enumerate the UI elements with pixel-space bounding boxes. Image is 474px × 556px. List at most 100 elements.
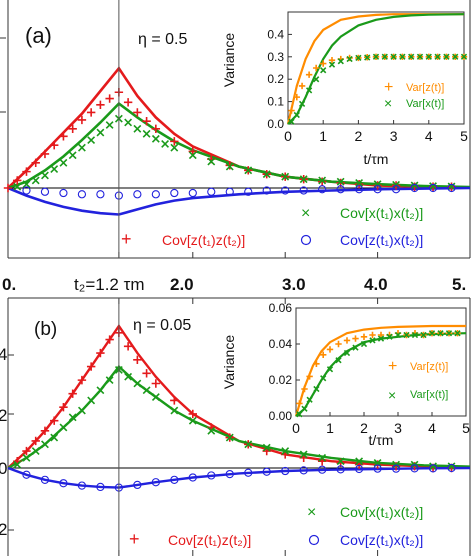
data-point: [399, 53, 406, 60]
data-point: [428, 330, 436, 337]
data-point: [142, 369, 151, 378]
data-point: [188, 473, 197, 482]
data-point: [369, 331, 376, 339]
inset-x-tick-label: 3: [394, 420, 402, 436]
data-point: [354, 464, 364, 474]
data-point: [460, 53, 468, 60]
data-point: [87, 136, 96, 145]
inset-x-tick-label: 1: [319, 128, 327, 144]
data-point: [429, 182, 437, 191]
data-point: [262, 467, 271, 476]
data-point: [288, 107, 295, 114]
data-point: [207, 426, 216, 435]
data-point: [161, 139, 170, 148]
data-point: [22, 167, 31, 176]
data-point: [369, 337, 376, 344]
data-point: [381, 53, 388, 60]
panel-b-label: (b): [34, 319, 57, 340]
data-point: [170, 188, 179, 198]
data-point: [77, 190, 87, 199]
data-point: [170, 396, 179, 405]
data-point: [420, 331, 427, 339]
data-point: [281, 172, 290, 181]
inset-b-xlabel: t/τm: [369, 432, 394, 448]
data-point: [59, 188, 68, 198]
data-point: [68, 151, 77, 160]
data-point: [305, 87, 313, 94]
data-point: [40, 149, 50, 159]
data-point: [377, 335, 385, 342]
data-point: [188, 151, 197, 160]
data-point: [50, 140, 59, 150]
data-point: [293, 111, 300, 119]
data-point: [13, 182, 22, 191]
panel-b-legend: × Cov[x(t₁)x(t₂)] + Cov[z(t₁)z(t₂)] Cov[…: [129, 504, 423, 549]
data-point: [335, 357, 342, 364]
data-point: [244, 166, 253, 175]
panel-b-inset: 0 1 2 3 4 5 0.00 0.02 0.04 0.06 Variance t/τm + V…: [221, 301, 470, 448]
data-point: [170, 143, 179, 152]
data-point: [151, 379, 161, 388]
data-point: [429, 462, 437, 471]
panel-b-y-tick-label: 0: [0, 459, 7, 478]
data-point: [262, 186, 271, 195]
inset-x-tick-label: 1: [326, 420, 334, 436]
data-point: [133, 190, 142, 199]
inset-a-legend-var-z-marker-icon: +: [384, 79, 393, 96]
data-point: [22, 186, 31, 195]
data-point: [170, 137, 179, 146]
data-point: [301, 405, 308, 412]
data-point: [105, 121, 114, 129]
data-point: [105, 335, 114, 344]
inset-y-tick-label: 0.2: [267, 72, 284, 86]
legend-b-cov-zx-label: Cov[z(t₁)x(t₂)]: [340, 532, 423, 548]
inset-a-xlabel: t/τm: [364, 151, 389, 167]
data-point: [31, 176, 40, 185]
data-point: [299, 186, 308, 195]
data-point: [408, 53, 415, 60]
data-point: [77, 481, 87, 490]
data-point: [244, 440, 253, 449]
data-point: [77, 375, 87, 385]
data-point: [41, 171, 49, 180]
data-point: [225, 433, 234, 442]
data-point: [225, 469, 234, 479]
data-point: [123, 98, 133, 107]
data-point: [151, 134, 160, 143]
inset-y-tick-label: 0.04: [269, 337, 293, 351]
data-point: [68, 413, 77, 422]
data-point: [207, 187, 216, 196]
data-point: [124, 372, 133, 381]
data-point: [59, 158, 68, 167]
data-point: [443, 53, 450, 60]
data-point: [87, 396, 96, 405]
data-point: [50, 433, 59, 442]
data-point: [313, 385, 320, 393]
data-point: [411, 331, 419, 339]
data-point: [296, 400, 303, 407]
data-point: [386, 333, 393, 340]
inset-a-legend-var-z: Var[z(t)]: [406, 82, 444, 94]
data-point: [151, 190, 160, 199]
panel-a-x-tick-label: 2.0: [170, 275, 194, 294]
data-point: [22, 446, 31, 456]
data-point: [59, 423, 68, 432]
legend-b-cov-xx-label: Cov[x(t₁)x(t₂)]: [340, 504, 423, 520]
panel-b: 4 2 0 2 (b) η = 0.05 × Cov[x(t₁)x(t₂)] +…: [0, 297, 471, 556]
data-point: [262, 170, 271, 179]
data-point: [77, 406, 86, 415]
data-point: [313, 360, 320, 367]
data-point: [326, 366, 334, 373]
data-point: [373, 464, 382, 473]
series-line: [7, 186, 471, 216]
data-point: [434, 53, 441, 60]
data-point: [447, 463, 456, 473]
data-point: [293, 93, 300, 101]
data-point: [313, 76, 320, 83]
data-point: [170, 406, 179, 415]
inset-y-tick-label: 0.0: [267, 117, 284, 131]
inset-y-tick-label: 0.02: [269, 373, 293, 387]
data-point: [281, 466, 290, 476]
series-line: [287, 13, 465, 125]
data-point: [50, 165, 59, 174]
